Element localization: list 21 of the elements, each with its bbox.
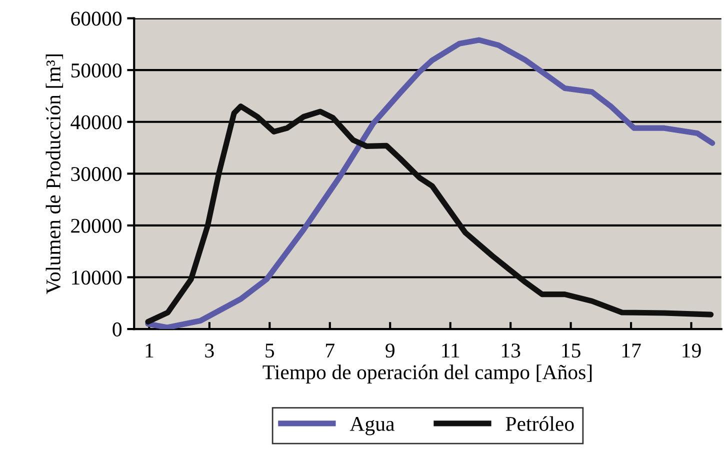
x-tick-label: 13: [502, 344, 520, 358]
x-tick-label: 3: [205, 344, 214, 358]
x-tick-label: 1: [146, 344, 154, 358]
x-tick-label: 19: [682, 344, 701, 358]
y-tick-label: 60000: [71, 12, 122, 26]
legend-label: Agua: [350, 416, 394, 436]
x-axis-title: Tiempo de operación del campo [Años]: [262, 364, 592, 384]
y-axis-title: Volumen de Producción [m³]: [46, 54, 64, 294]
x-tick-label: 7: [326, 344, 334, 358]
x-tick-label: 17: [622, 344, 641, 358]
legend-label: Petróleo: [506, 416, 574, 431]
x-tick-label: 9: [386, 344, 394, 358]
y-tick-label: 10000: [72, 270, 122, 285]
y-tick-label: 50000: [71, 63, 122, 78]
x-tick-label: 15: [562, 344, 580, 358]
y-tick-label: 30000: [71, 167, 122, 182]
y-tick-label: 20000: [71, 218, 122, 233]
x-tick-label: 5: [266, 344, 274, 358]
y-tick-label: 40000: [70, 115, 122, 130]
y-tick-label: 0: [112, 322, 122, 336]
x-tick-label: 11: [442, 344, 460, 358]
